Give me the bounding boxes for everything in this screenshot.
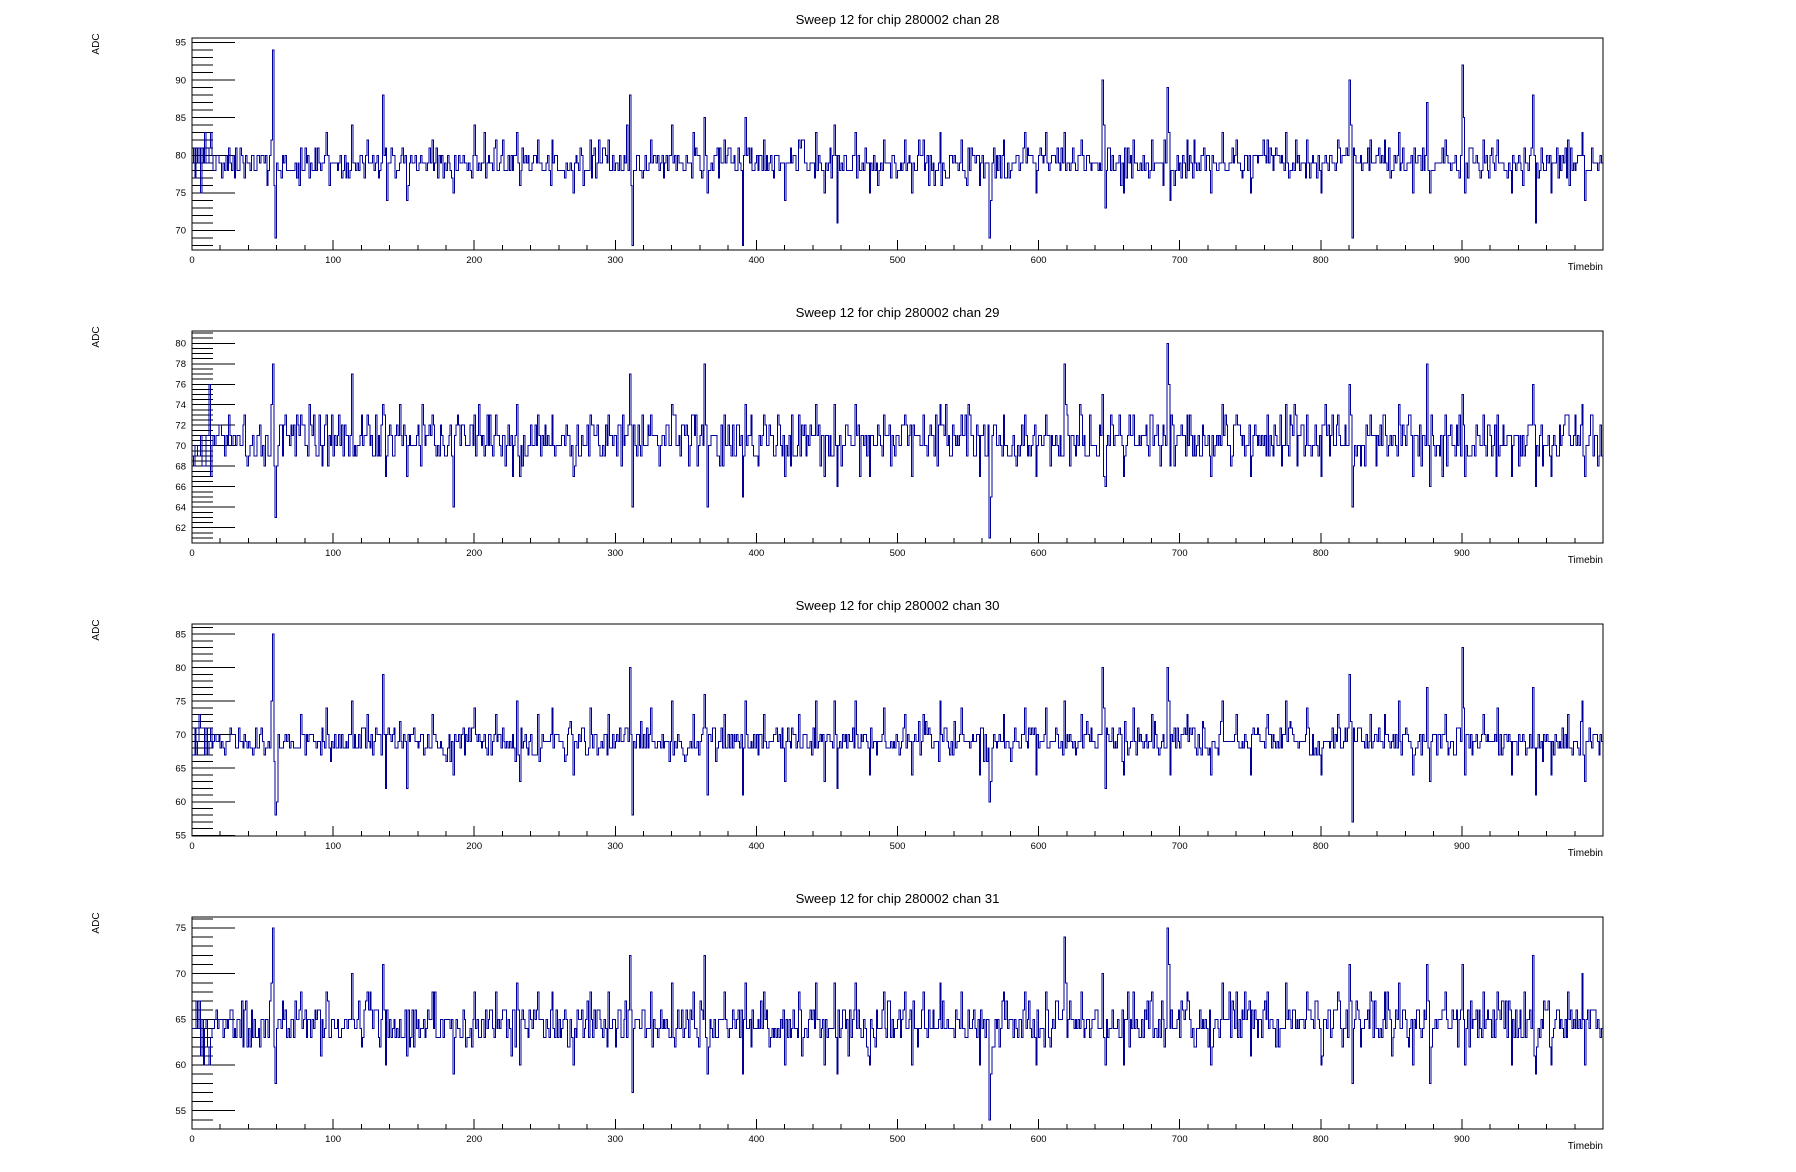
x-tick-label: 600 [1031, 255, 1047, 266]
x-tick-label: 400 [748, 548, 764, 559]
x-tick-label: 100 [325, 1134, 341, 1145]
x-tick-label: 400 [748, 841, 764, 852]
y-tick-label: 80 [175, 150, 186, 161]
x-axis-label: Timebin [1568, 555, 1603, 566]
x-tick-label: 800 [1313, 548, 1329, 559]
x-tick-label: 300 [607, 841, 623, 852]
x-tick-label: 600 [1031, 841, 1047, 852]
data-series-path [192, 49, 1603, 246]
y-tick-label: 55 [175, 1106, 186, 1117]
plot-frame [191, 623, 1604, 837]
x-tick-label: 600 [1031, 1134, 1047, 1145]
x-axis-label: Timebin [1568, 848, 1603, 859]
y-axis-label: ADC [91, 33, 102, 54]
chart-title: Sweep 12 for chip 280002 chan 31 [796, 891, 1000, 906]
data-series-path [192, 633, 1603, 823]
chart-panel-chan-30: Sweep 12 for chip 280002 chan 30 55 60 65 70… [91, 598, 1604, 859]
y-tick-label: 65 [175, 1015, 186, 1026]
x-axis-label: Timebin [1568, 1141, 1603, 1152]
y-tick-label: 65 [175, 763, 186, 774]
x-tick-label: 900 [1454, 548, 1470, 559]
plot-frame [191, 916, 1604, 1130]
x-tick-label: 800 [1313, 841, 1329, 852]
y-tick-label: 64 [175, 502, 186, 513]
x-tick-label: 200 [466, 255, 482, 266]
x-tick-label: 900 [1454, 255, 1470, 266]
y-tick-label: 70 [175, 441, 186, 452]
y-tick-label: 75 [175, 188, 186, 199]
y-tick-label: 74 [175, 400, 186, 411]
y-tick-label: 70 [175, 730, 186, 741]
y-tick-label: 85 [175, 113, 186, 124]
x-tick-label: 100 [325, 255, 341, 266]
x-tick-label: 100 [325, 841, 341, 852]
y-tick-label: 80 [175, 663, 186, 674]
y-tick-label: 85 [175, 629, 186, 640]
y-tick-label: 80 [175, 338, 186, 349]
y-tick-label: 75 [175, 696, 186, 707]
y-tick-label: 66 [175, 482, 186, 493]
x-tick-label: 200 [466, 1134, 482, 1145]
data-series-path [192, 927, 1603, 1121]
y-tick-label: 68 [175, 461, 186, 472]
y-tick-label: 90 [175, 75, 186, 86]
y-tick-label: 75 [175, 923, 186, 934]
x-tick-label: 300 [607, 255, 623, 266]
y-tick-label: 62 [175, 523, 186, 534]
x-tick-label: 600 [1031, 548, 1047, 559]
x-tick-label: 300 [607, 1134, 623, 1145]
y-tick-label: 55 [175, 831, 186, 842]
x-tick-label: 300 [607, 548, 623, 559]
y-tick-label: 60 [175, 797, 186, 808]
x-tick-label: 400 [748, 255, 764, 266]
chart-panel-chan-29: Sweep 12 for chip 280002 chan 29 62 64 66 68… [91, 305, 1604, 566]
x-tick-label: 0 [189, 548, 194, 559]
x-tick-label: 200 [466, 841, 482, 852]
x-tick-label: 0 [189, 255, 194, 266]
x-tick-label: 500 [890, 548, 906, 559]
y-tick-label: 70 [175, 226, 186, 237]
plot-frame [191, 37, 1604, 251]
y-tick-label: 60 [175, 1060, 186, 1071]
x-axis-label: Timebin [1568, 262, 1603, 273]
x-tick-label: 800 [1313, 255, 1329, 266]
chart-title: Sweep 12 for chip 280002 chan 29 [796, 305, 1000, 320]
x-tick-label: 700 [1172, 841, 1188, 852]
y-tick-label: 95 [175, 38, 186, 49]
x-tick-label: 100 [325, 548, 341, 559]
chart-panel-chan-28: Sweep 12 for chip 280002 chan 28 70 75 80 85… [91, 12, 1604, 273]
x-tick-label: 900 [1454, 841, 1470, 852]
x-tick-label: 500 [890, 255, 906, 266]
x-tick-label: 800 [1313, 1134, 1329, 1145]
x-tick-label: 500 [890, 841, 906, 852]
y-axis-label: ADC [91, 912, 102, 933]
y-axis-label: ADC [91, 326, 102, 347]
y-tick-label: 76 [175, 379, 186, 390]
y-tick-label: 72 [175, 420, 186, 431]
x-tick-label: 400 [748, 1134, 764, 1145]
x-tick-label: 700 [1172, 548, 1188, 559]
y-tick-label: 70 [175, 969, 186, 980]
plot-frame [191, 330, 1604, 544]
x-tick-label: 500 [890, 1134, 906, 1145]
data-series-path [192, 342, 1603, 539]
x-tick-label: 700 [1172, 255, 1188, 266]
x-tick-label: 900 [1454, 1134, 1470, 1145]
chart-title: Sweep 12 for chip 280002 chan 30 [796, 598, 1000, 613]
y-tick-label: 78 [175, 359, 186, 370]
chart-panel-chan-31: Sweep 12 for chip 280002 chan 31 55 60 65 70… [91, 891, 1604, 1152]
x-tick-label: 700 [1172, 1134, 1188, 1145]
x-tick-label: 0 [189, 841, 194, 852]
y-axis-label: ADC [91, 619, 102, 640]
x-tick-label: 200 [466, 548, 482, 559]
x-tick-label: 0 [189, 1134, 194, 1145]
chart-title: Sweep 12 for chip 280002 chan 28 [796, 12, 1000, 27]
